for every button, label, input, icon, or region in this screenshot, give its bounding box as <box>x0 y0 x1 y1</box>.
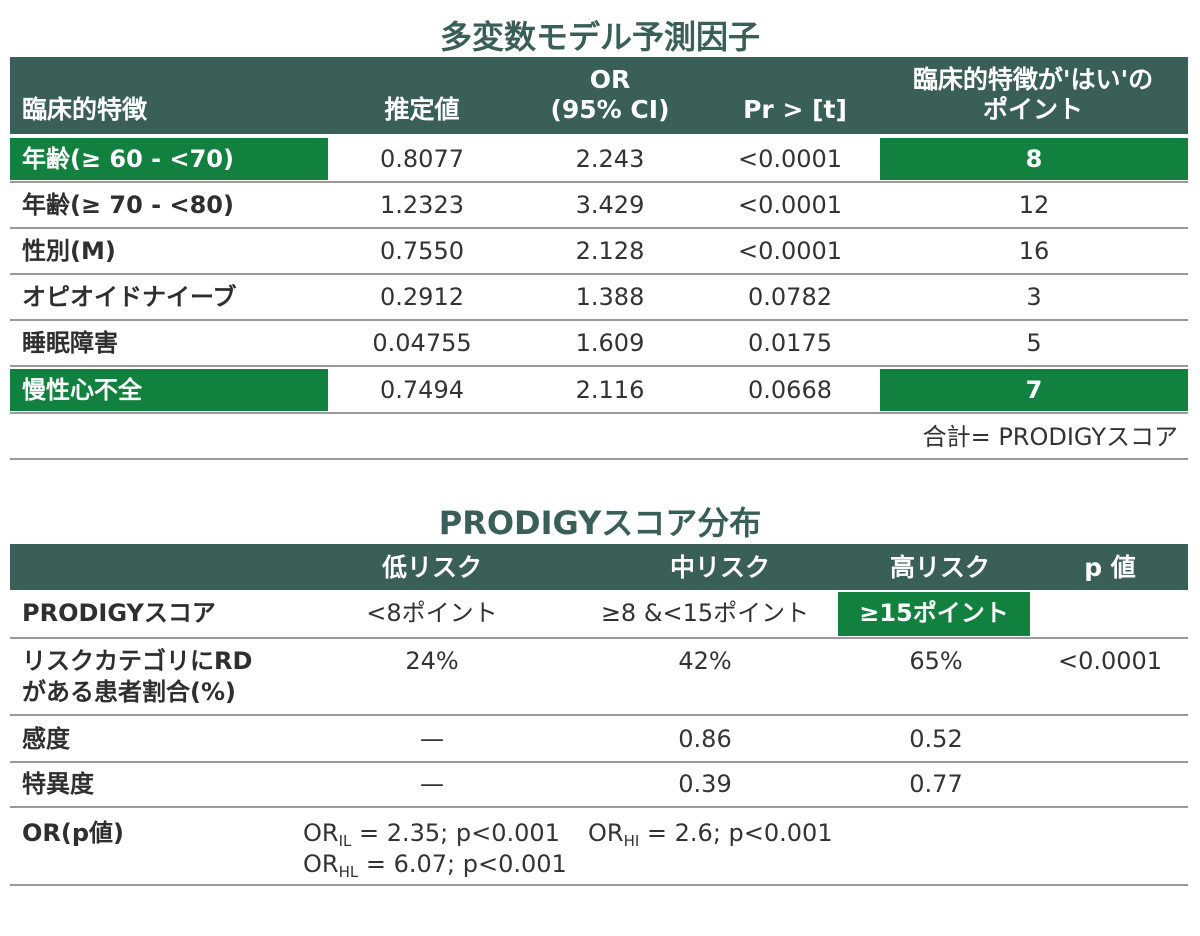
row2-estimate: 0.7550 <box>380 237 464 265</box>
rd-high: 65% <box>909 647 963 675</box>
specificity-low: — <box>420 770 444 798</box>
row3-or: 1.388 <box>575 283 645 311</box>
or-hl-text: = 6.07; p<0.001 <box>358 850 567 878</box>
table1-footnote: 合計= PRODIGYスコア <box>922 423 1178 451</box>
header-low-risk: 低リスク <box>381 553 482 582</box>
header-or-line1: OR <box>589 65 631 94</box>
divider <box>10 458 1188 460</box>
header-points-line2: ポイント <box>982 95 1083 124</box>
divider <box>10 365 1188 367</box>
rd-label-line2: がある患者割合(%) <box>22 678 236 706</box>
highlight-feature-row5 <box>10 369 328 411</box>
specificity-label: 特異度 <box>22 770 94 798</box>
table2-header: 低リスク 中リスク 高リスク p 値 <box>10 544 1188 590</box>
or-hi-sub: HI <box>623 832 640 850</box>
rd-low: 24% <box>405 647 459 675</box>
table1-header: 臨床的特徴 推定値 OR (95% CI) Pr > [t] 臨床的特徴が'はい… <box>10 57 1188 134</box>
divider <box>10 884 1188 886</box>
or-hi: ORHI = 2.6; p<0.001 <box>588 818 833 856</box>
row2-feature: 性別(M) <box>22 237 116 265</box>
score-high: ≥15ポイント <box>859 599 1009 627</box>
sensitivity-label: 感度 <box>22 725 70 753</box>
row1-estimate: 1.2323 <box>380 191 464 219</box>
or-hl-base: OR <box>303 850 339 878</box>
highlight-feature-row0 <box>10 138 328 180</box>
divider <box>10 181 1188 183</box>
row0-points: 8 <box>1025 145 1043 173</box>
or-il-text: = 2.35; p<0.001 <box>351 819 560 847</box>
row2-pr: <0.0001 <box>737 237 843 265</box>
header-high-risk: 高リスク <box>889 553 990 582</box>
row1-pr: <0.0001 <box>737 191 843 219</box>
rd-mid: 42% <box>678 647 732 675</box>
or-hl: ORHL = 6.07; p<0.001 <box>303 849 567 887</box>
highlight-points-row5 <box>880 369 1188 411</box>
row0-feature: 年齢(≥ 60 - <70) <box>22 145 234 173</box>
row5-estimate: 0.7494 <box>380 376 464 404</box>
or-hl-sub: HL <box>338 863 359 881</box>
row2-points: 16 <box>1018 237 1050 265</box>
or-label: OR(p値) <box>22 819 124 847</box>
sensitivity-mid: 0.86 <box>678 725 732 753</box>
sensitivity-high: 0.52 <box>909 725 963 753</box>
row3-pr: 0.0782 <box>748 283 832 311</box>
or-il-sub: IL <box>338 832 352 850</box>
row3-feature: オピオイドナイーブ <box>22 283 237 311</box>
divider <box>10 761 1188 763</box>
score-low: <8ポイント <box>366 599 498 627</box>
header-mid-risk: 中リスク <box>669 553 770 582</box>
row1-feature: 年齢(≥ 70 - <80) <box>22 191 234 219</box>
specificity-high: 0.77 <box>909 770 963 798</box>
divider <box>10 319 1188 321</box>
row5-or: 2.116 <box>575 376 645 404</box>
divider <box>10 714 1188 716</box>
header-or-line2: (95% CI) <box>550 95 670 124</box>
table1-title: 多変数モデル予測因子 <box>439 18 760 56</box>
header-feature: 臨床的特徴 <box>22 95 148 124</box>
row5-pr: 0.0668 <box>748 376 832 404</box>
divider <box>10 806 1188 808</box>
header-pr: Pr > [t] <box>743 95 847 124</box>
sensitivity-low: — <box>420 725 444 753</box>
or-hi-text: = 2.6; p<0.001 <box>639 819 833 847</box>
row0-pr: <0.0001 <box>737 145 843 173</box>
rd-label-line1: リスクカテゴリにRD <box>22 647 253 675</box>
divider <box>10 412 1188 414</box>
header-estimate: 推定値 <box>384 95 460 124</box>
row3-points: 3 <box>1026 283 1042 311</box>
row4-feature: 睡眠障害 <box>22 329 118 357</box>
row3-estimate: 0.2912 <box>380 283 464 311</box>
row1-points: 12 <box>1018 191 1050 219</box>
row4-or: 1.609 <box>575 329 645 357</box>
highlight-high-score <box>838 592 1030 636</box>
header-p-value: p 値 <box>1084 553 1136 582</box>
row0-or: 2.243 <box>575 145 645 173</box>
table2-title: PRODIGYスコア分布 <box>438 504 762 542</box>
or-il-base: OR <box>303 819 339 847</box>
row4-points: 5 <box>1026 329 1042 357</box>
divider <box>10 273 1188 275</box>
specificity-mid: 0.39 <box>678 770 732 798</box>
row4-estimate: 0.04755 <box>372 329 472 357</box>
divider <box>10 637 1188 639</box>
row4-pr: 0.0175 <box>748 329 832 357</box>
rd-p: <0.0001 <box>1057 647 1163 675</box>
row0-estimate: 0.8077 <box>380 145 464 173</box>
header-points-line1: 臨床的特徴が'はい'の <box>912 65 1154 94</box>
row5-feature: 慢性心不全 <box>22 376 142 404</box>
row1-or: 3.429 <box>575 191 645 219</box>
row2-or: 2.128 <box>575 237 645 265</box>
row5-points: 7 <box>1025 376 1043 404</box>
divider <box>10 227 1188 229</box>
highlight-points-row0 <box>880 138 1188 180</box>
or-il: ORIL = 2.35; p<0.001 <box>303 818 560 856</box>
score-mid: ≥8 &<15ポイント <box>600 599 810 627</box>
or-hi-base: OR <box>588 819 624 847</box>
score-label: PRODIGYスコア <box>22 599 216 627</box>
